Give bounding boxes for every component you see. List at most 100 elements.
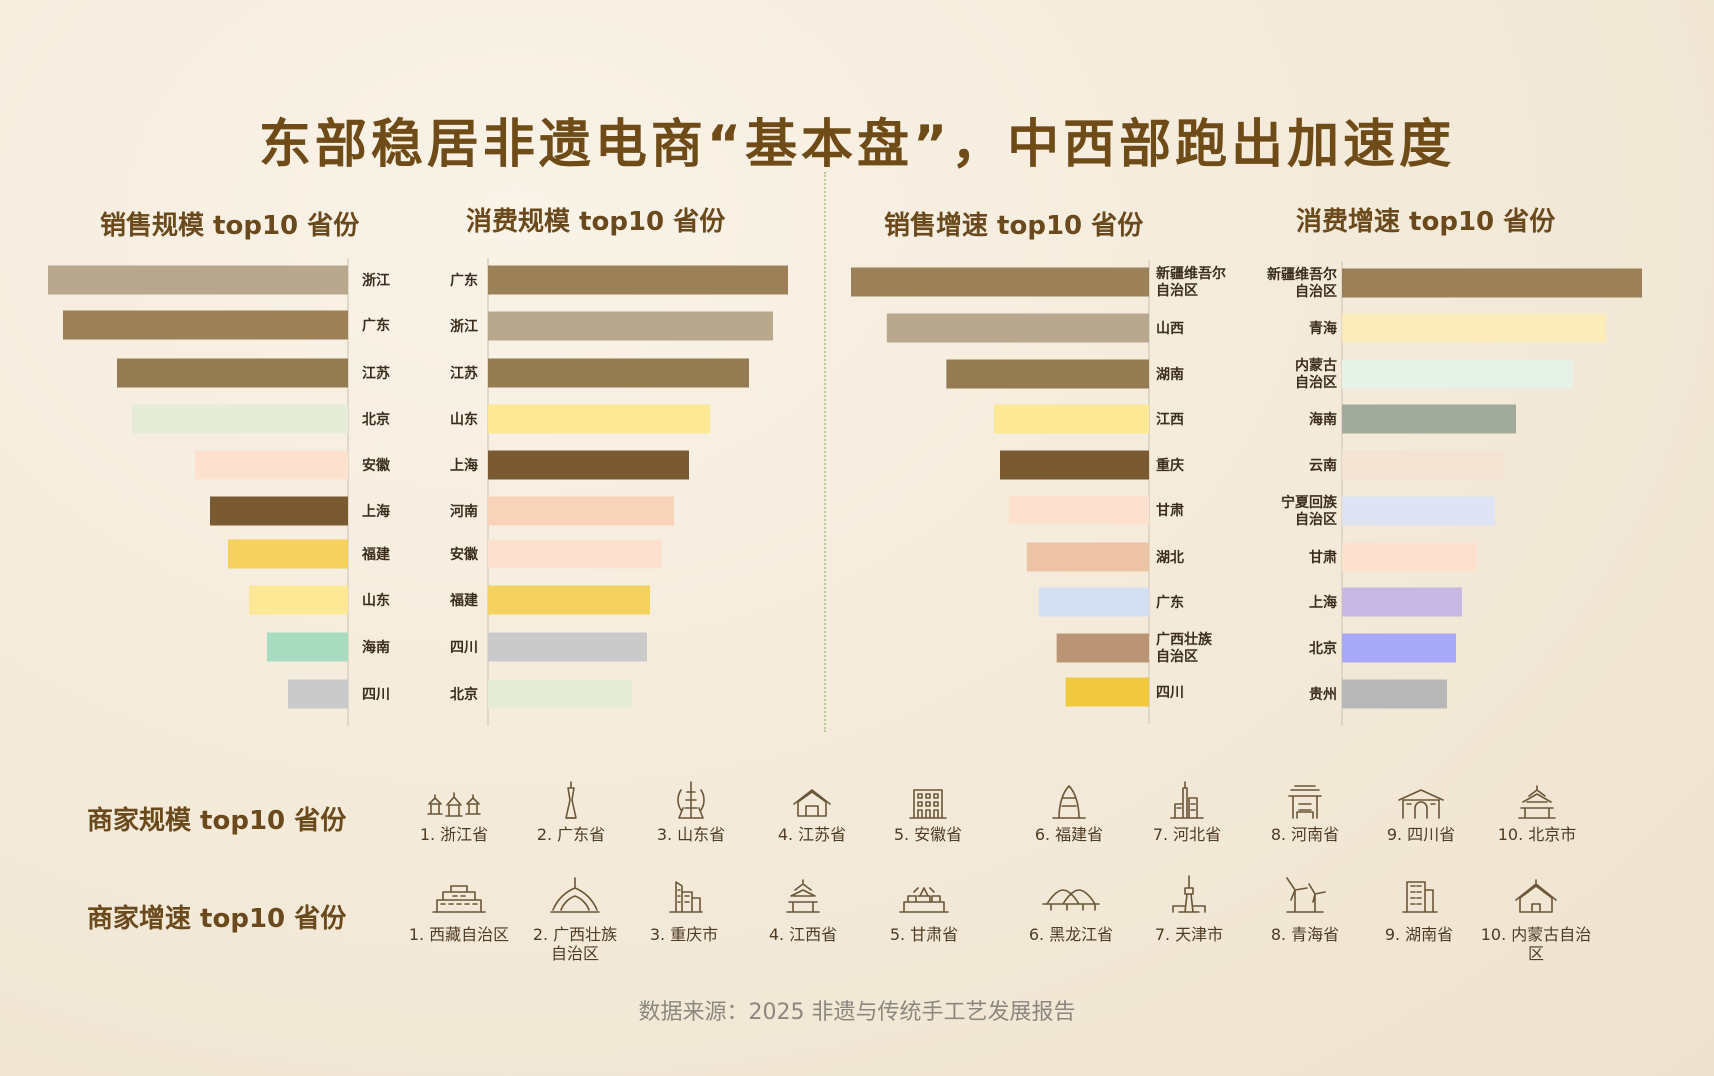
bar-label: 内蒙古自治区 [1295,357,1337,391]
bar [1342,633,1456,663]
bar-label: 甘肃 [1156,502,1184,519]
bar [1342,587,1462,617]
merchant-item: 5. 甘肃省 [864,872,984,944]
bar [1000,450,1149,480]
merchant-item-label: 10. 内蒙古自治区 [1480,925,1592,963]
merchant-item: 10. 北京市 [1477,778,1597,844]
merchant-item-label: 6. 福建省 [1034,825,1104,844]
merchant-item: 9. 四川省 [1361,778,1481,844]
bar-label: 四川 [450,640,478,656]
merchant-item-label: 8. 河南省 [1270,825,1340,844]
bar-label: 青海 [1309,320,1337,337]
bar [994,404,1149,434]
bar [1342,450,1504,480]
canton-tower-icon [511,778,631,822]
bar [851,267,1149,297]
merchant-item: 8. 河南省 [1245,778,1365,844]
city-skyline-icon [624,872,744,916]
gate-icon [1361,778,1481,822]
bar [1065,677,1149,707]
bar-label: 北京 [362,411,390,428]
bar-label: 山西 [1156,321,1184,337]
bar-label: 上海 [450,457,478,474]
merchant-item: 8. 青海省 [1245,872,1365,944]
bar [132,404,348,434]
merchant-item-label: 10. 北京市 [1497,825,1577,844]
merchant-item: 3. 山东省 [631,778,751,844]
bar-label: 海南 [362,639,390,656]
temple-of-heaven-icon [1477,778,1597,822]
bar-label: 贵州 [1309,686,1337,703]
potala-palace-icon [399,872,519,916]
bar-label: 江苏 [362,365,390,382]
bar-label: 新疆维吾尔自治区 [1267,266,1337,300]
bar-label: 广东 [362,317,390,334]
merchant-item: 6. 福建省 [1009,778,1129,844]
bar [1038,587,1149,617]
merchant-item: 7. 天津市 [1129,872,1249,944]
merchant-item-label: 7. 河北省 [1152,825,1222,844]
bar [228,539,348,569]
bar [117,358,348,388]
merchant-item-label: 5. 安徽省 [893,825,963,844]
bar-label: 江苏 [450,365,478,382]
bar-label: 北京 [1309,640,1337,657]
bar-label: 湖南 [1156,366,1184,383]
bar-label: 福建 [449,592,478,609]
merchant-item: 4. 江苏省 [752,778,872,844]
bar-label: 甘肃 [1309,549,1337,566]
bar [1342,359,1573,389]
bar-label: 湖北 [1156,550,1184,566]
merchant-item-label: 3. 重庆市 [649,925,719,944]
bar [488,311,773,341]
merchant-item: 1. 浙江省 [394,778,514,844]
merchant-item-label: 6. 黑龙江省 [1028,925,1114,944]
bar-label: 福建 [361,546,390,563]
bar-label: 宁夏回族自治区 [1281,494,1338,528]
bar [1026,542,1149,572]
bar-label: 四川 [1156,685,1184,701]
bar [946,359,1149,389]
bar [488,679,632,709]
bridge-icon [1011,872,1131,916]
bar-label: 安徽 [450,546,479,563]
bar [1342,404,1516,434]
bar [488,404,710,434]
merchant-growth-label: 商家增速 top10 省份 [87,904,347,934]
merchant-item: 4. 江西省 [743,872,863,944]
merchant-item: 2. 广西壮族 自治区 [515,872,635,963]
bar-label: 广东 [450,272,478,289]
bar-label: 北京 [450,686,478,703]
bar-label: 浙江 [362,272,390,289]
bar-label: 海南 [1309,411,1337,428]
bar-label: 山东 [362,592,390,609]
bar-label: 广西壮族自治区 [1156,631,1213,665]
bar [488,450,689,480]
bar [1342,313,1606,343]
fortress-icon [864,872,984,916]
city-tower-icon [1127,778,1247,822]
merchant-item: 7. 河北省 [1127,778,1247,844]
panel-title-consumption-scale: 消费规模 top10 省份 [466,207,726,237]
bar [48,265,348,295]
tv-tower-icon [1129,872,1249,916]
merchant-item: 9. 湖南省 [1359,872,1479,944]
merchant-scale-label: 商家规模 top10 省份 [87,806,347,836]
panel-title-sales-scale: 销售规模 top10 省份 [100,211,360,241]
skyscraper-icon [1009,778,1129,822]
bar [1008,495,1149,525]
merchant-item: 6. 黑龙江省 [1011,872,1131,944]
center-divider [824,172,828,732]
bar [488,496,674,526]
bar-label: 四川 [362,687,390,703]
bar [63,310,348,340]
merchant-item-label: 9. 湖南省 [1384,925,1454,944]
bar-label: 上海 [1309,594,1337,611]
tower-icon [631,778,751,822]
bar [488,585,650,615]
bar [1342,496,1495,526]
bar-label: 山东 [450,411,478,428]
merchant-item: 5. 安徽省 [868,778,988,844]
merchant-item: 3. 重庆市 [624,872,744,944]
